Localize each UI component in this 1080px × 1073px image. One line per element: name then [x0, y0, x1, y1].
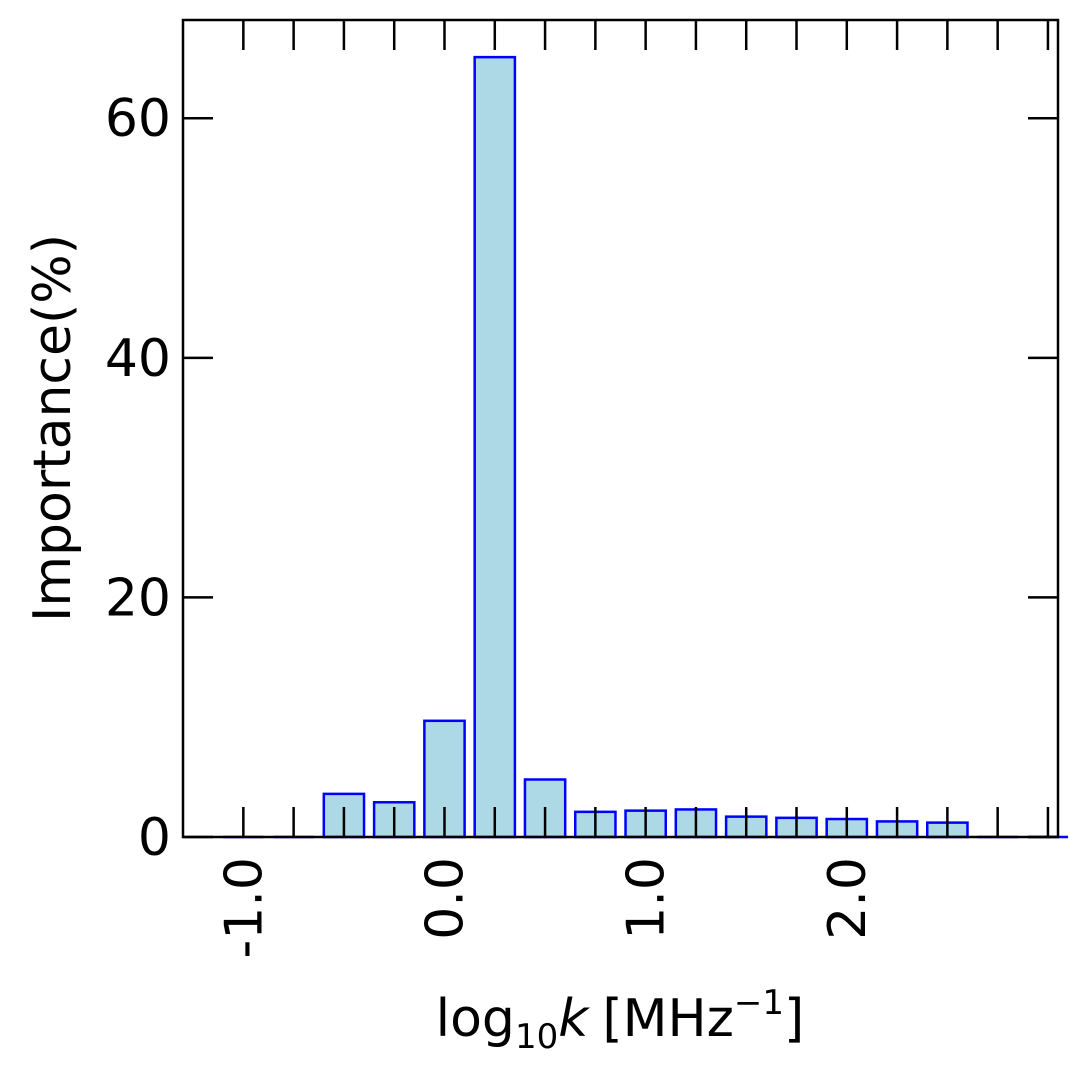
ticks-group — [183, 20, 1058, 839]
x-axis-label-sup: −1 — [734, 983, 784, 1023]
x-axis-label-unit: [MHz — [602, 989, 734, 1049]
x-axis-label-var: k — [558, 989, 590, 1049]
x-axis-label-close: ] — [784, 989, 804, 1049]
plot-frame — [181, 18, 1060, 839]
x-axis-label-sub: 10 — [515, 1017, 558, 1057]
x-tick-label: 0.0 — [415, 857, 475, 940]
x-tick-label: -1.0 — [214, 857, 274, 958]
y-axis-label: Importance(%) — [23, 234, 83, 622]
x-axis-label: log10k [MHz−1] — [436, 983, 805, 1057]
bar — [473, 55, 517, 839]
x-tick-label: 2.0 — [818, 857, 878, 940]
x-tick-label: 1.0 — [617, 857, 677, 940]
bars-group — [223, 55, 1069, 839]
tick-labels-group: 0 20 40 60 -1.0 0.0 1.0 2.0 — [105, 89, 878, 958]
y-tick-label: 60 — [105, 89, 171, 149]
y-tick-label: 20 — [105, 568, 171, 628]
x-axis-label-base: log — [436, 989, 515, 1049]
y-tick-label: 40 — [105, 329, 171, 389]
y-tick-label: 0 — [138, 808, 171, 868]
